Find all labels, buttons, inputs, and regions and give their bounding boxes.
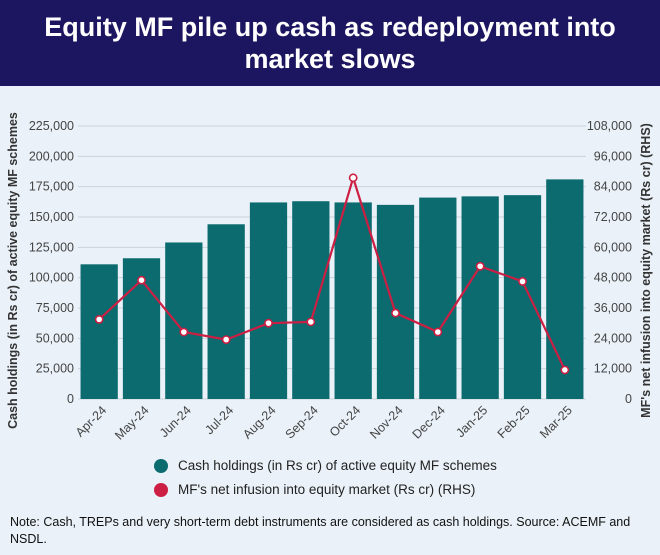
y-tick-label-left: 175,000 [29,180,74,194]
x-tick-label: Dec-24 [410,403,448,441]
legend-label-net-infusion: MF's net infusion into equity market (Rs… [178,482,476,497]
bar-Nov-24 [376,204,415,399]
y-tick-label-left: 75,000 [36,301,74,315]
y-tick-label-right: 24,000 [594,331,632,345]
y-tick-label-left: 150,000 [29,210,74,224]
line-point-Jul-24 [221,335,231,344]
legend-label-cash-holdings: Cash holdings (in Rs cr) of active equit… [178,458,497,473]
bar-Feb-25 [503,195,542,399]
line-point-Apr-24 [94,314,104,324]
y-tick-label-left: 50,000 [36,331,74,345]
tick-layer: 0 25,000 50,000 75,000 100,000 125,000 150,000… [29,119,632,443]
bar-Aug-24 [249,202,288,399]
bar-Mar-25 [546,179,584,399]
x-tick-label: Mar-25 [537,403,575,441]
line-point-Jan-25 [475,261,485,271]
net-infusion-line [98,174,566,371]
x-tick-label: Oct-24 [327,403,363,439]
line-point-Feb-25 [518,277,527,286]
y-tick-label-right: 108,000 [587,119,632,133]
y-tick-label-left: 25,000 [36,362,74,376]
line-point-Jun-24 [179,327,189,337]
legend-item-net-infusion: MF's net infusion into equity market (Rs… [154,482,475,497]
line-point-Dec-24 [433,327,443,337]
legend: Cash holdings (in Rs cr) of active equit… [0,454,660,504]
y-tick-label-right: 36,000 [594,301,632,315]
y-tick-label-left: 0 [67,392,74,406]
line-point-Nov-24 [391,308,400,318]
y-tick-label-right: 96,000 [594,149,632,163]
bar-Jul-24 [207,224,245,399]
x-tick-label: Apr-24 [73,403,109,439]
y-tick-label-right: 72,000 [594,210,632,224]
line-point-Aug-24 [264,318,273,328]
chart-canvas: 0 25,000 50,000 75,000 100,000 125,000 150,000… [6,112,653,443]
bar-Apr-24 [80,264,118,399]
y-tick-label-left: 225,000 [29,119,74,133]
line-point-Sep-24 [306,317,316,327]
x-tick-label: Feb-25 [495,403,533,441]
y-tick-label-right: 0 [625,392,632,406]
y-tick-label-left: 200,000 [29,149,74,163]
bar-Dec-24 [419,197,457,399]
y-tick-label-left: 125,000 [29,240,74,254]
y-tick-label-right: 48,000 [594,271,632,285]
x-tick-label: Jul-24 [202,403,236,437]
y-axis-label-left: Cash holdings (in Rs cr) of active equit… [6,112,20,429]
y-tick-label-right: 84,000 [594,180,632,194]
source-note: Note: Cash, TREPs and very short-term de… [10,515,631,546]
legend-swatch-bar [154,458,168,473]
title-banner: Equity MF pile up cash as redeployment i… [0,0,660,86]
bar-Jun-24 [165,242,203,399]
line-point-Oct-24 [348,173,358,183]
x-tick-label: Sep-24 [283,403,321,441]
legend-item-cash-holdings: Cash holdings (in Rs cr) of active equit… [154,458,497,473]
x-tick-label: Aug-24 [240,403,278,441]
chart-title: Equity MF pile up cash as redeployment i… [44,12,616,74]
y-tick-label-right: 12,000 [594,362,632,376]
grid-layer [78,125,586,400]
y-tick-label-right: 60,000 [594,240,632,254]
y-axis-label-right: MF's net infusion into equity market (Rs… [639,123,653,418]
bar-Sep-24 [292,201,330,399]
line-layer [94,173,570,375]
line-point-May-24 [137,275,146,285]
bar-Oct-24 [334,202,372,399]
line-point-Mar-25 [560,365,570,375]
legend-swatch-line [154,482,168,497]
bar-layer [80,179,584,399]
y-tick-label-left: 100,000 [29,271,74,285]
bar-Jan-25 [461,196,499,399]
x-tick-label: May-24 [112,403,151,442]
x-tick-label: Jun-24 [157,403,194,440]
x-tick-label: Jan-25 [453,403,490,440]
x-tick-label: Nov-24 [367,403,405,441]
